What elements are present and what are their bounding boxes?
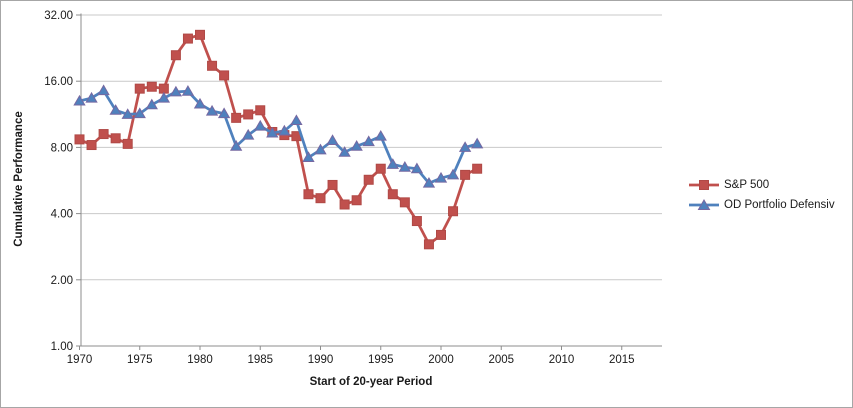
y-tick-label: 32.00 xyxy=(44,10,73,22)
x-tick-label: 1975 xyxy=(127,354,153,366)
legend-label-od-portfolio: OD Portfolio Defensiv xyxy=(724,199,835,211)
series-marker-sp500 xyxy=(387,189,398,200)
series-marker-od-portfolio xyxy=(205,104,219,116)
series-marker-od-portfolio xyxy=(157,91,171,103)
series-marker-od-portfolio xyxy=(109,104,122,115)
series-marker-od-portfolio xyxy=(266,126,279,138)
series-marker-sp500 xyxy=(170,50,181,61)
series-marker-sp500 xyxy=(182,33,193,44)
series-marker-sp500 xyxy=(411,216,422,227)
series-marker-od-portfolio xyxy=(242,128,255,140)
series-marker-sp500 xyxy=(363,174,374,185)
series-marker-sp500 xyxy=(255,105,266,116)
series-marker-sp500 xyxy=(303,189,314,200)
series-marker-sp500 xyxy=(327,179,338,190)
series-marker-sp500 xyxy=(448,206,459,217)
series-marker-od-portfolio xyxy=(193,97,207,109)
y-axis-title: Cumulative Performance xyxy=(13,111,25,247)
series-marker-sp500 xyxy=(375,163,386,174)
legend: S&P 500 OD Portfolio Defensiv xyxy=(689,179,835,211)
x-tick-label: 2015 xyxy=(609,354,635,366)
series-marker-od-portfolio xyxy=(145,98,158,110)
series-marker-od-portfolio xyxy=(133,107,146,119)
series-marker-sp500 xyxy=(219,70,230,81)
series-marker-od-portfolio xyxy=(326,134,339,145)
series-marker-sp500 xyxy=(110,133,121,144)
legend-item-sp500[interactable]: S&P 500 xyxy=(689,179,835,191)
series-marker-sp500 xyxy=(146,81,157,92)
series-marker-od-portfolio xyxy=(290,114,303,126)
series-marker-sp500 xyxy=(243,109,254,120)
series-marker-od-portfolio xyxy=(169,85,183,97)
series-marker-sp500 xyxy=(423,239,434,250)
x-tick-label: 1980 xyxy=(187,354,213,366)
series-marker-od-portfolio xyxy=(314,143,327,155)
legend-label-sp500: S&P 500 xyxy=(724,179,770,191)
series-marker-sp500 xyxy=(351,195,362,206)
legend-item-od-portfolio[interactable]: OD Portfolio Defensiv xyxy=(689,199,835,211)
series-marker-sp500 xyxy=(74,134,85,145)
series-marker-od-portfolio xyxy=(350,140,363,151)
y-tick-label: 4.00 xyxy=(51,209,73,221)
series-marker-od-portfolio xyxy=(362,135,375,147)
series-marker-sp500 xyxy=(460,169,471,180)
series-marker-od-portfolio xyxy=(181,85,195,96)
series-marker-od-portfolio xyxy=(121,108,134,119)
series-marker-od-portfolio xyxy=(398,161,412,172)
x-tick-label: 1995 xyxy=(368,354,394,366)
series-marker-sp500 xyxy=(339,199,350,210)
series-marker-od-portfolio xyxy=(73,94,86,106)
y-tick-label: 8.00 xyxy=(51,142,73,154)
triangle-marker-icon xyxy=(689,199,719,210)
x-tick-label: 2000 xyxy=(428,354,454,366)
series-marker-od-portfolio xyxy=(229,140,243,151)
y-tick-label: 16.00 xyxy=(44,76,73,88)
series-marker-od-portfolio xyxy=(434,171,448,183)
series-marker-sp500 xyxy=(98,129,109,140)
y-tick-label: 2.00 xyxy=(51,275,73,287)
series-marker-od-portfolio xyxy=(217,107,231,119)
series-marker-sp500 xyxy=(399,197,410,208)
series-marker-od-portfolio xyxy=(374,129,387,141)
x-tick-label: 1985 xyxy=(247,354,273,366)
square-marker-icon xyxy=(689,180,719,190)
series-marker-sp500 xyxy=(207,60,218,71)
series-marker-od-portfolio xyxy=(458,141,472,152)
series-marker-od-portfolio xyxy=(254,119,267,131)
series-marker-sp500 xyxy=(472,163,483,174)
x-axis-title: Start of 20-year Period xyxy=(309,376,433,388)
x-tick-label: 2010 xyxy=(549,354,575,366)
series-marker-od-portfolio xyxy=(422,176,436,188)
y-tick-label: 1.00 xyxy=(51,341,73,353)
series-marker-sp500 xyxy=(436,229,446,240)
series-marker-od-portfolio xyxy=(446,168,460,180)
series-line-sp500 xyxy=(78,33,478,246)
series-marker-od-portfolio xyxy=(302,151,315,162)
x-tick-label: 1990 xyxy=(308,354,334,366)
series-marker-sp500 xyxy=(122,138,133,149)
series-marker-sp500 xyxy=(315,193,326,204)
series-marker-sp500 xyxy=(195,29,205,40)
series-marker-sp500 xyxy=(134,83,145,94)
series-marker-od-portfolio xyxy=(338,146,351,157)
series-marker-sp500 xyxy=(86,140,97,151)
series-marker-sp500 xyxy=(231,112,242,123)
series-marker-od-portfolio xyxy=(97,84,110,96)
series-marker-od-portfolio xyxy=(278,124,291,136)
series-marker-od-portfolio xyxy=(470,137,484,149)
series-marker-od-portfolio xyxy=(410,162,424,174)
series-marker-sp500 xyxy=(158,83,169,94)
x-tick-label: 2005 xyxy=(488,354,514,366)
series-marker-od-portfolio xyxy=(85,91,98,103)
x-tick-label: 1970 xyxy=(67,354,93,366)
series-marker-od-portfolio xyxy=(386,158,399,169)
